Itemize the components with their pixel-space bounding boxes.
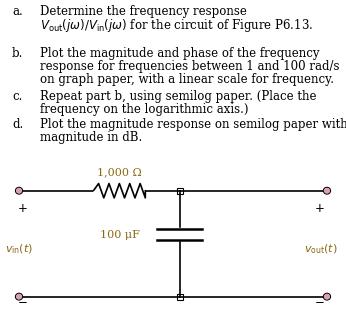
Text: Plot the magnitude and phase of the frequency: Plot the magnitude and phase of the freq…: [40, 47, 319, 60]
Text: Plot the magnitude response on semilog paper with: Plot the magnitude response on semilog p…: [40, 118, 346, 131]
Text: −: −: [17, 296, 27, 309]
Text: d.: d.: [12, 118, 24, 131]
Text: frequency on the logarithmic axis.): frequency on the logarithmic axis.): [40, 103, 248, 116]
Text: on graph paper, with a linear scale for frequency.: on graph paper, with a linear scale for …: [40, 73, 334, 86]
Text: c.: c.: [12, 90, 22, 103]
Text: −: −: [315, 296, 325, 309]
Text: $v_{\rm in}(t)$: $v_{\rm in}(t)$: [5, 243, 33, 256]
Text: $v_{\rm out}(t)$: $v_{\rm out}(t)$: [304, 243, 338, 256]
Circle shape: [17, 294, 21, 299]
Text: magnitude in dB.: magnitude in dB.: [40, 131, 142, 144]
Circle shape: [17, 188, 21, 193]
Text: a.: a.: [12, 5, 23, 18]
Text: 1,000 Ω: 1,000 Ω: [97, 168, 142, 178]
Circle shape: [325, 294, 329, 299]
Text: +: +: [17, 202, 27, 215]
Text: 100 μF: 100 μF: [100, 230, 140, 240]
Text: Determine the frequency response: Determine the frequency response: [40, 5, 247, 18]
Text: +: +: [315, 202, 325, 215]
Circle shape: [325, 188, 329, 193]
Text: response for frequencies between 1 and 100 rad/s: response for frequencies between 1 and 1…: [40, 60, 339, 73]
Bar: [177, 294, 183, 300]
Text: Repeat part b, using semilog paper. (Place the: Repeat part b, using semilog paper. (Pla…: [40, 90, 316, 103]
Text: b.: b.: [12, 47, 24, 60]
Text: $V_{\rm out}(j\omega)/V_{\rm in}(j\omega)$ for the circuit of Figure P6.13.: $V_{\rm out}(j\omega)/V_{\rm in}(j\omega…: [40, 17, 313, 34]
Bar: [177, 188, 183, 194]
